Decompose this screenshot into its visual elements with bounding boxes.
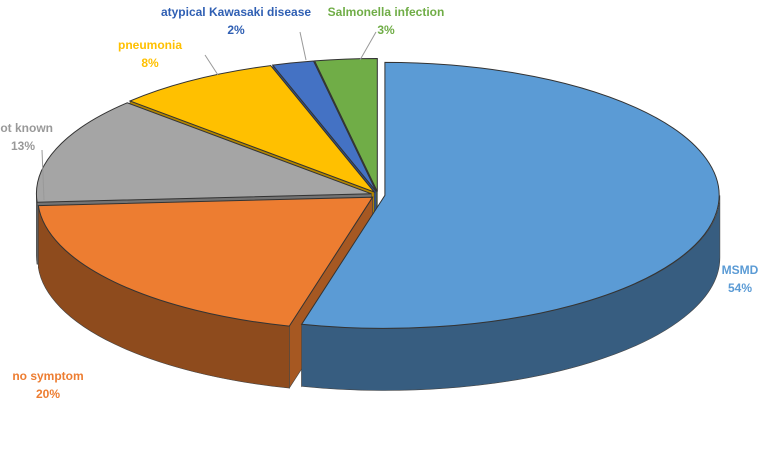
slice-label: no symptom — [12, 369, 83, 383]
slice-label: atypical Kawasaki disease — [161, 5, 311, 19]
leader-line — [41, 149, 45, 201]
leader-line — [204, 54, 219, 76]
slice-label: not known — [0, 121, 53, 135]
slice — [300, 61, 720, 329]
slice-label: pneumonia — [118, 38, 182, 52]
slice-side — [36, 193, 38, 265]
slice-label: Salmonella infection — [328, 5, 445, 19]
leader-line — [299, 31, 307, 61]
slice — [313, 57, 378, 192]
value-label: 20% — [36, 387, 60, 401]
slice — [128, 65, 376, 194]
slice — [37, 196, 374, 327]
slice — [271, 60, 377, 192]
slice-label: MSMD — [722, 263, 759, 277]
value-label: 13% — [11, 139, 35, 153]
slice — [35, 102, 372, 203]
value-label: 3% — [377, 23, 395, 37]
value-label: 54% — [728, 281, 752, 295]
value-label: 8% — [141, 56, 159, 70]
leader-line — [359, 31, 377, 61]
value-label: 2% — [227, 23, 245, 37]
